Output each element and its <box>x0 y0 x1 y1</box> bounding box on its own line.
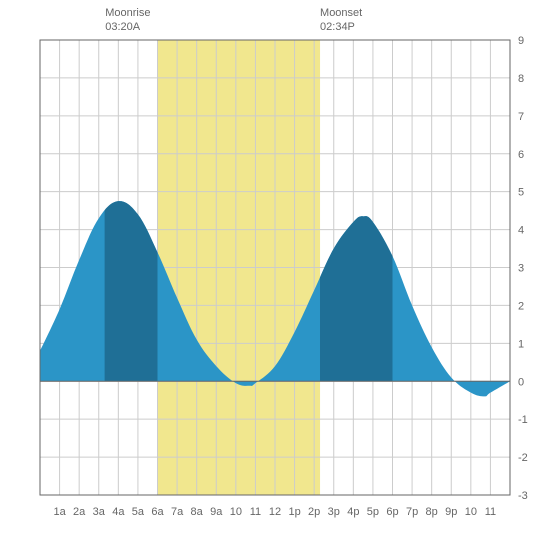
y-tick-label: 5 <box>518 187 524 199</box>
moonrise-time: 03:20A <box>105 20 150 34</box>
y-tick-label: 6 <box>518 149 524 161</box>
chart-svg: -3-2-101234567891a2a3a4a5a6a7a8a9a101112… <box>0 0 550 550</box>
y-tick-label: 3 <box>518 263 524 275</box>
x-tick-label: 4a <box>112 506 125 518</box>
moonset-annotation: Moonset 02:34P <box>320 6 362 35</box>
y-tick-label: 4 <box>518 225 524 237</box>
y-tick-label: 9 <box>518 35 524 47</box>
y-tick-label: -1 <box>518 414 528 426</box>
x-tick-label: 9a <box>210 506 223 518</box>
x-tick-label: 11 <box>250 506 261 518</box>
y-tick-label: 7 <box>518 111 524 123</box>
y-tick-label: 8 <box>518 73 524 85</box>
x-tick-label: 8p <box>426 506 438 518</box>
x-tick-label: 3p <box>328 506 340 518</box>
y-tick-label: 2 <box>518 300 524 312</box>
x-tick-label: 1a <box>53 506 66 518</box>
x-tick-label: 4p <box>347 506 359 518</box>
moonset-time: 02:34P <box>320 20 362 34</box>
moonrise-annotation: Moonrise 03:20A <box>105 6 150 35</box>
tide-chart: Moonrise 03:20A Moonset 02:34P -3-2-1012… <box>0 0 550 550</box>
x-tick-label: 11 <box>485 506 496 518</box>
x-tick-label: 10 <box>465 506 477 518</box>
moonset-label: Moonset <box>320 6 362 20</box>
x-tick-label: 7p <box>406 506 418 518</box>
y-tick-label: -2 <box>518 452 528 464</box>
moonrise-label: Moonrise <box>105 6 150 20</box>
y-tick-label: 0 <box>518 376 524 388</box>
x-tick-label: 5a <box>132 506 145 518</box>
x-tick-label: 1p <box>288 506 300 518</box>
x-tick-label: 6a <box>151 506 164 518</box>
x-tick-label: 10 <box>230 506 242 518</box>
x-tick-label: 2p <box>308 506 320 518</box>
x-tick-label: 9p <box>445 506 457 518</box>
y-tick-label: 1 <box>518 338 524 350</box>
x-tick-label: 3a <box>93 506 106 518</box>
y-tick-label: -3 <box>518 490 528 502</box>
x-tick-label: 2a <box>73 506 86 518</box>
x-tick-label: 5p <box>367 506 379 518</box>
x-tick-label: 8a <box>191 506 204 518</box>
x-tick-label: 6p <box>386 506 398 518</box>
x-tick-label: 12 <box>269 506 281 518</box>
x-tick-label: 7a <box>171 506 184 518</box>
